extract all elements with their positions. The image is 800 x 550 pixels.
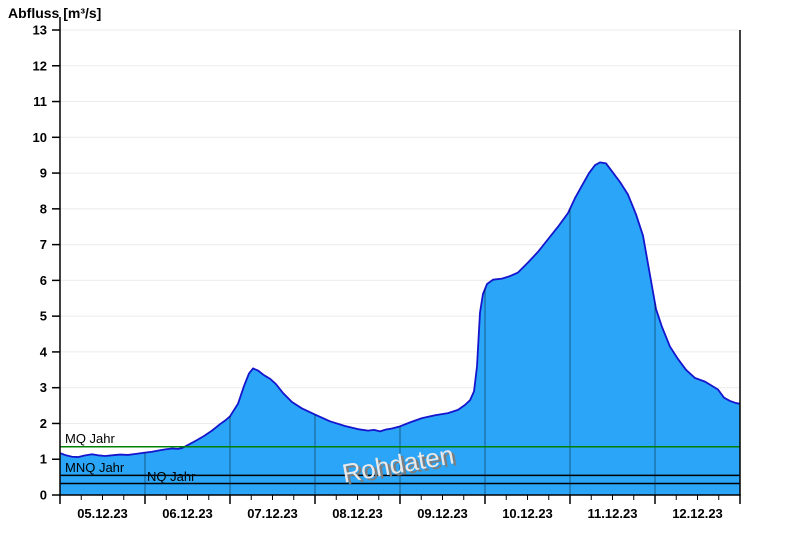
y-tick-label: 10	[33, 130, 47, 145]
y-tick-label: 2	[40, 416, 47, 431]
discharge-curve-line	[59, 161, 741, 458]
horizontal-gridlines	[60, 29, 740, 460]
y-axis-title: Abfluss [m³/s]	[8, 5, 101, 21]
x-tick-label: 05.12.23	[77, 506, 128, 521]
y-tick-label: 0	[40, 488, 47, 503]
reference-line-label: MQ Jahr	[65, 431, 116, 446]
y-tick-label: 3	[40, 380, 47, 395]
x-tick-label: 11.12.23	[588, 506, 638, 521]
y-tick-label: 9	[40, 166, 47, 181]
x-tick-label: 07.12.23	[247, 506, 298, 521]
y-tick-label: 8	[40, 201, 47, 216]
discharge-area-fill	[60, 162, 740, 495]
discharge-area-series	[59, 161, 741, 495]
reference-line-label: MNQ Jahr	[65, 460, 125, 475]
y-tick-label: 7	[40, 237, 47, 252]
axes-and-ticks	[52, 17, 741, 504]
y-tick-label: 12	[33, 58, 47, 73]
x-tick-label: 10.12.23	[502, 506, 553, 521]
y-tick-label: 4	[40, 344, 48, 359]
y-tick-label: 13	[33, 23, 47, 38]
y-tick-label: 1	[40, 452, 47, 467]
y-tick-label: 11	[33, 94, 47, 109]
y-tick-label: 6	[40, 273, 47, 288]
x-tick-label: 12.12.23	[672, 506, 723, 521]
reference-lines: MQ Jahr MNQ Jahr NQ Jahr	[60, 431, 740, 485]
reference-line-label: NQ Jahr	[147, 469, 196, 484]
x-tick-label: 08.12.23	[332, 506, 383, 521]
x-tick-label: 06.12.23	[162, 506, 213, 521]
x-tick-label: 09.12.23	[417, 506, 468, 521]
y-tick-label: 5	[40, 309, 47, 324]
